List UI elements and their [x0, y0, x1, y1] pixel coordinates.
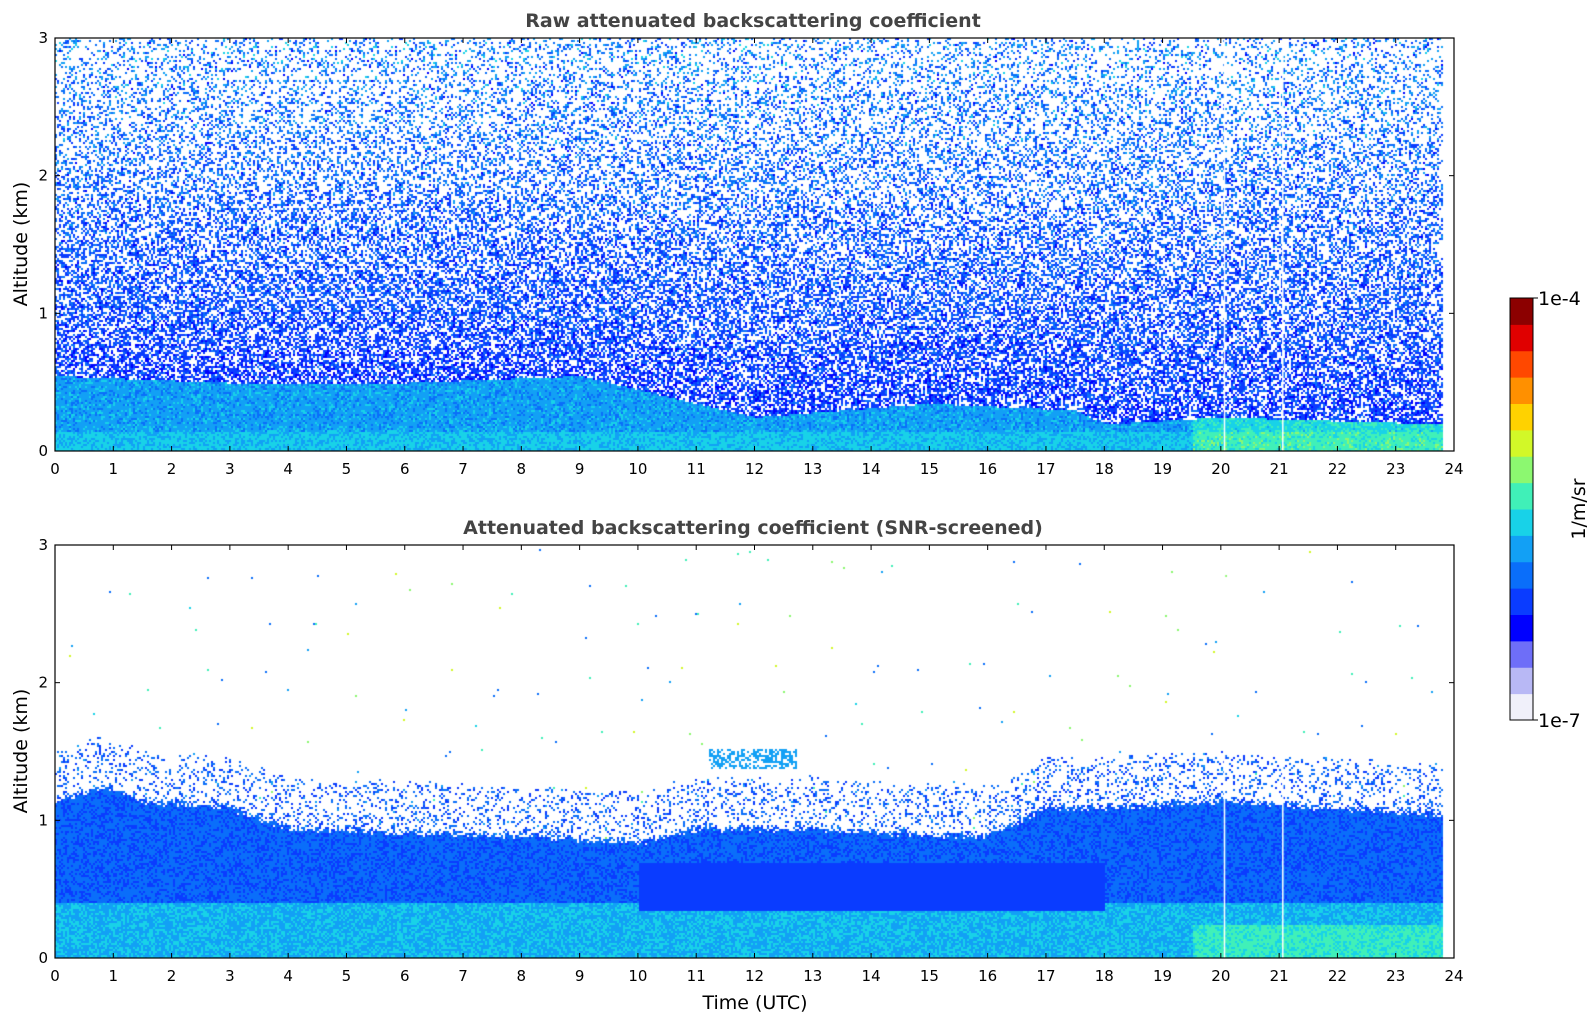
chart-title-screened: Attenuated backscattering coefficient (S… — [463, 517, 1043, 539]
colorbar-swatch — [1510, 588, 1533, 615]
y-tick-label: 2 — [38, 167, 48, 185]
x-tick-label: 0 — [50, 460, 60, 478]
y-axis-label-raw: Altitude (km) — [10, 182, 32, 307]
x-tick-label: 17 — [1036, 967, 1055, 985]
x-tick-label: 14 — [862, 967, 881, 985]
y-tick-label: 1 — [38, 304, 48, 322]
colorbar-swatch — [1510, 561, 1533, 589]
x-tick-label: 4 — [283, 460, 293, 478]
x-tick-label: 22 — [1328, 460, 1347, 478]
x-tick-label: 1 — [109, 460, 119, 478]
y-tick-label: 2 — [38, 674, 48, 692]
y-ticks-screened: 0 1 2 3 — [38, 536, 1454, 967]
x-tick-label: 4 — [283, 967, 293, 985]
x-tick-label: 16 — [978, 967, 997, 985]
x-tick-label: 7 — [458, 460, 468, 478]
x-tick-label: 18 — [1095, 460, 1114, 478]
x-axis-label: Time (UTC) — [701, 992, 807, 1014]
x-tick-label: 23 — [1386, 460, 1405, 478]
x-tick-label: 14 — [862, 460, 881, 478]
colorbar-swatches — [1510, 298, 1533, 721]
x-tick-label: 5 — [342, 460, 352, 478]
x-tick-label: 7 — [458, 967, 468, 985]
colorbar-swatch — [1510, 482, 1533, 510]
y-ticks-raw: 0 1 2 3 — [38, 29, 1454, 460]
x-tick-label: 24 — [1444, 460, 1463, 478]
colorbar-swatch — [1510, 377, 1533, 404]
y-tick-label: 3 — [38, 29, 48, 47]
heatmap-raw — [55, 38, 1454, 451]
x-tick-label: 0 — [50, 967, 60, 985]
x-tick-label: 3 — [225, 967, 235, 985]
x-tick-label: 15 — [920, 967, 939, 985]
colorbar-frame — [1509, 297, 1534, 721]
panel-raw: Raw attenuated backscattering coefficien… — [10, 10, 1464, 478]
chart-title-raw: Raw attenuated backscattering coefficien… — [525, 10, 981, 32]
colorbar-swatch — [1510, 667, 1533, 695]
colorbar-swatch — [1510, 324, 1533, 352]
x-tick-label: 20 — [1211, 460, 1230, 478]
colorbar-swatch — [1510, 350, 1533, 378]
colorbar-max-label: 1e-4 — [1538, 288, 1581, 310]
colorbar-min-label: 1e-7 — [1538, 710, 1581, 732]
y-tick-label: 3 — [38, 536, 48, 554]
colorbar-swatch — [1510, 640, 1533, 668]
colorbar-swatch — [1510, 298, 1533, 325]
x-tick-label: 2 — [167, 967, 177, 985]
colorbar-swatch — [1510, 535, 1533, 563]
x-tick-label: 1 — [109, 967, 119, 985]
colorbar-swatch — [1510, 456, 1533, 484]
x-tick-label: 6 — [400, 967, 410, 985]
x-tick-label: 17 — [1036, 460, 1055, 478]
colorbar: 1e-4 1e-7 1/m/sr — [1509, 288, 1590, 732]
colorbar-swatch — [1510, 429, 1533, 457]
y-axis-label-screened: Altitude (km) — [10, 689, 32, 814]
y-tick-label: 1 — [38, 811, 48, 829]
x-tick-label: 21 — [1270, 460, 1289, 478]
x-tick-label: 24 — [1444, 967, 1463, 985]
panel-screened: Attenuated backscattering coefficient (S… — [10, 517, 1464, 1014]
x-tick-label: 5 — [342, 967, 352, 985]
colorbar-label: 1/m/sr — [1568, 478, 1590, 539]
y-tick-label: 0 — [38, 949, 48, 967]
x-tick-label: 8 — [517, 967, 527, 985]
x-tick-label: 23 — [1386, 967, 1405, 985]
x-tick-label: 13 — [803, 967, 822, 985]
x-tick-label: 12 — [745, 460, 764, 478]
x-tick-label: 19 — [1153, 460, 1172, 478]
x-tick-label: 19 — [1153, 967, 1172, 985]
x-tick-label: 6 — [400, 460, 410, 478]
colorbar-swatch — [1510, 509, 1533, 536]
heatmap-screened — [55, 545, 1454, 958]
x-tick-label: 2 — [167, 460, 177, 478]
x-tick-label: 21 — [1270, 967, 1289, 985]
x-tick-label: 11 — [687, 967, 706, 985]
x-tick-label: 8 — [517, 460, 527, 478]
x-tick-label: 16 — [978, 460, 997, 478]
colorbar-swatch — [1510, 403, 1533, 431]
y-tick-label: 0 — [38, 442, 48, 460]
colorbar-swatch — [1510, 614, 1533, 642]
x-tick-label: 12 — [745, 967, 764, 985]
x-tick-label: 9 — [575, 460, 585, 478]
x-tick-label: 20 — [1211, 967, 1230, 985]
x-tick-label: 11 — [687, 460, 706, 478]
x-tick-label: 13 — [803, 460, 822, 478]
x-tick-label: 18 — [1095, 967, 1114, 985]
x-ticks-raw: 0 1 2 3 4 5 6 7 8 9 10 11 12 13 14 15 16 17 18 19 20 21 22 23 24 — [50, 38, 1464, 478]
x-tick-label: 10 — [628, 967, 647, 985]
x-tick-label: 22 — [1328, 967, 1347, 985]
x-tick-label: 3 — [225, 460, 235, 478]
x-tick-label: 15 — [920, 460, 939, 478]
x-ticks-screened: 0 1 2 3 4 5 6 7 8 9 10 11 12 13 14 15 16 17 18 19 20 21 22 23 24 — [50, 545, 1464, 985]
x-tick-label: 9 — [575, 967, 585, 985]
x-tick-label: 10 — [628, 460, 647, 478]
colorbar-swatch — [1510, 693, 1533, 721]
